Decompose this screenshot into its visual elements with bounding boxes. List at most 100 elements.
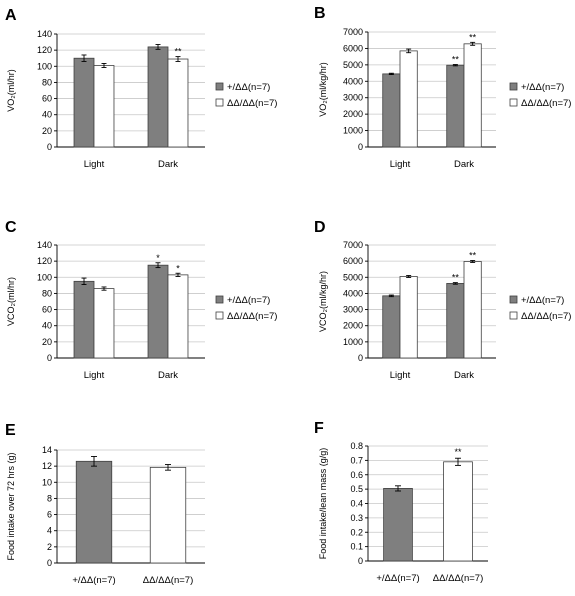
x-category-label: ΔΔ/ΔΔ(n=7) xyxy=(433,573,483,584)
y-tick-label: 100 xyxy=(37,272,52,282)
x-category-label: Dark xyxy=(158,159,178,170)
bar-wt-light xyxy=(382,295,401,359)
bar-ko-dark xyxy=(463,261,482,359)
panel-letter: E xyxy=(5,422,16,439)
y-tick-label: 4000 xyxy=(343,288,363,298)
bar-ko-light xyxy=(399,276,418,359)
y-tick-label: 2000 xyxy=(343,109,363,119)
panel-f: F 0 0.1 0.2 0.3 0.4 0.5 0.6 0.7 0.8 Food intake/le… xyxy=(314,420,488,584)
y-tick-label: 3000 xyxy=(343,93,363,103)
legend-swatch xyxy=(509,295,518,304)
x-category-label: ΔΔ/ΔΔ(n=7) xyxy=(143,575,193,586)
legend-entry: +/ΔΔ(n=7) xyxy=(227,295,270,306)
bar-wt-dark xyxy=(147,264,169,359)
legend-swatch xyxy=(215,295,224,304)
y-tick-label: 6000 xyxy=(343,256,363,266)
legend-swatch xyxy=(215,82,224,91)
y-axis-label: VCO₂(ml/kg/hr) xyxy=(318,271,328,332)
y-tick-label: 2000 xyxy=(343,321,363,331)
x-category-label: Dark xyxy=(158,370,178,381)
y-tick-label: 80 xyxy=(42,77,52,87)
legend-entry: +/ΔΔ(n=7) xyxy=(521,295,564,306)
legend-swatch xyxy=(509,311,518,320)
y-tick-label: 5000 xyxy=(343,60,363,70)
panel-d: D 0 1000 2000 3000 4000 5000 6000 7000 VCO₂(ml/kg… xyxy=(314,219,571,381)
y-tick-label: 12 xyxy=(42,461,52,471)
bar-wt-dark xyxy=(147,46,169,148)
bar-wt xyxy=(75,460,113,564)
x-category-label: Light xyxy=(390,370,411,381)
bar-wt-light xyxy=(382,73,401,148)
y-tick-label: 0 xyxy=(358,142,363,152)
y-tick-label: 140 xyxy=(37,29,52,39)
legend-swatch xyxy=(215,311,224,320)
bar-wt-dark xyxy=(446,64,465,148)
y-axis-label: VO₂(ml/kg/hr) xyxy=(318,62,328,117)
y-tick-label: 0.3 xyxy=(350,513,363,523)
significance-marker: ** xyxy=(469,32,477,42)
panel-letter: D xyxy=(314,219,326,236)
panel-b: B 0 1000 2000 3000 4000 5000 6000 7000 VO₂(ml/kg/… xyxy=(314,5,571,170)
y-tick-label: 140 xyxy=(37,240,52,250)
significance-marker: ** xyxy=(469,250,477,260)
panel-letter: F xyxy=(314,420,324,437)
legend-entry: ΔΔ/ΔΔ(n=7) xyxy=(227,98,277,109)
y-tick-label: 5000 xyxy=(343,272,363,282)
y-tick-label: 0.4 xyxy=(350,499,363,509)
legend-entry: ΔΔ/ΔΔ(n=7) xyxy=(227,311,277,322)
x-category-label: +/ΔΔ(n=7) xyxy=(376,573,419,584)
y-axis-label: Food intake over 72 hrs (g) xyxy=(6,452,16,560)
significance-marker: ** xyxy=(174,47,182,57)
legend-swatch xyxy=(509,82,518,91)
y-tick-label: 120 xyxy=(37,45,52,55)
bar-ko-dark xyxy=(167,274,189,359)
x-category-label: +/ΔΔ(n=7) xyxy=(72,575,115,586)
x-category-label: Light xyxy=(84,370,105,381)
panel-e: E 0 2 4 6 8 10 12 14 Food intake over 72 hrs (g) +… xyxy=(5,422,205,586)
bar-ko xyxy=(149,466,187,564)
bar-wt xyxy=(383,488,413,562)
y-tick-label: 0 xyxy=(47,558,52,568)
legend-entry: +/ΔΔ(n=7) xyxy=(227,82,270,93)
y-tick-label: 0.5 xyxy=(350,484,363,494)
y-tick-label: 80 xyxy=(42,288,52,298)
x-category-label: Light xyxy=(390,159,411,170)
significance-marker: ** xyxy=(454,447,462,457)
panel-letter: B xyxy=(314,5,326,22)
legend-entry: ΔΔ/ΔΔ(n=7) xyxy=(521,98,571,109)
y-axis-label: VCO₂(ml/hr) xyxy=(6,277,16,326)
y-tick-label: 0 xyxy=(47,353,52,363)
y-tick-label: 1000 xyxy=(343,126,363,136)
y-tick-label: 0.8 xyxy=(350,441,363,451)
bar-ko-light xyxy=(93,288,115,359)
legend-swatch xyxy=(215,98,224,107)
y-tick-label: 3000 xyxy=(343,305,363,315)
y-tick-label: 40 xyxy=(42,110,52,120)
y-tick-label: 60 xyxy=(42,305,52,315)
bar-wt-light xyxy=(73,57,95,148)
panel-a: A 0 20 40 60 80 100 120 140 VO₂(ml/hr) Light ** Dark… xyxy=(5,7,277,170)
legend-entry: ΔΔ/ΔΔ(n=7) xyxy=(521,311,571,322)
y-tick-label: 1000 xyxy=(343,337,363,347)
y-tick-label: 8 xyxy=(47,493,52,503)
panel-c: C 0 20 40 60 80 100 120 140 VCO₂(ml/hr) Light * * Dar… xyxy=(5,219,277,381)
y-tick-label: 6 xyxy=(47,510,52,520)
x-category-label: Dark xyxy=(454,159,474,170)
legend-swatch xyxy=(509,98,518,107)
panel-letter: C xyxy=(5,219,17,236)
y-tick-label: 7000 xyxy=(343,27,363,37)
x-category-label: Dark xyxy=(454,370,474,381)
y-tick-label: 4000 xyxy=(343,76,363,86)
y-axis-label: VO₂(ml/hr) xyxy=(6,69,16,112)
significance-marker: * xyxy=(156,253,160,263)
y-tick-label: 6000 xyxy=(343,43,363,53)
significance-marker: ** xyxy=(452,273,460,283)
y-tick-label: 0 xyxy=(47,142,52,152)
x-category-label: Light xyxy=(84,159,105,170)
y-tick-label: 120 xyxy=(37,256,52,266)
y-tick-label: 0 xyxy=(358,353,363,363)
significance-marker: ** xyxy=(452,55,460,65)
y-tick-label: 20 xyxy=(42,126,52,136)
y-tick-label: 10 xyxy=(42,477,52,487)
